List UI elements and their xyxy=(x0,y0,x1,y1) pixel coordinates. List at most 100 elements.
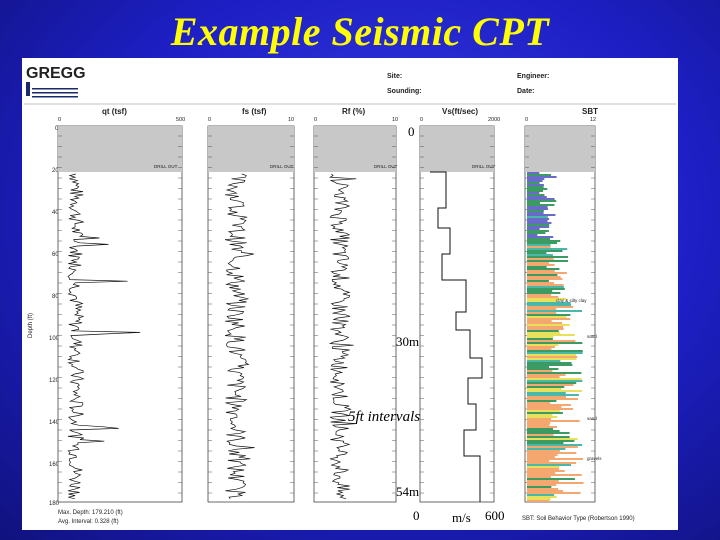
sbt-bar xyxy=(527,388,562,390)
sbt-bar xyxy=(527,228,540,230)
sbt-bar xyxy=(527,276,561,278)
sbt-bar xyxy=(527,398,578,400)
sbt-bar xyxy=(527,418,552,420)
sbt-bar xyxy=(527,344,559,346)
slide-title: Example Seismic CPT xyxy=(170,9,550,54)
sbt-bar xyxy=(527,282,554,284)
sbt-bar xyxy=(527,490,563,492)
sbt-bar xyxy=(527,356,578,358)
sbt-sand-label-2: sand xyxy=(587,416,597,421)
sbt-bar xyxy=(527,366,550,368)
depth-tick: 160 xyxy=(49,462,60,468)
depth-tick: 40 xyxy=(52,210,59,216)
sbt-bar xyxy=(527,292,561,294)
sbt-bar xyxy=(527,396,566,398)
sbt-bar xyxy=(527,308,557,310)
cpt-log-figure: GREGG Site: Sounding: Engineer: Date: qt… xyxy=(22,58,678,530)
sbt-bar xyxy=(527,450,560,452)
sbt-bar xyxy=(527,470,565,472)
sbt-bar xyxy=(527,322,563,324)
sbt-bar xyxy=(527,274,558,276)
sbt-bar xyxy=(527,442,564,444)
sbt-bar xyxy=(527,422,551,424)
sbt-bar xyxy=(527,456,555,458)
sbt-bar xyxy=(527,360,561,362)
sbt-bar xyxy=(527,204,555,206)
tracks-layer xyxy=(57,125,596,503)
sbt-bar xyxy=(527,494,555,496)
rf-drill-out-label: DRILL OUT xyxy=(374,164,398,169)
sbt-bar xyxy=(527,424,550,426)
sbt-bar xyxy=(527,374,566,376)
sbt-bar xyxy=(527,340,576,342)
sbt-bar xyxy=(527,296,559,298)
sbt-bar xyxy=(527,182,540,184)
sbt-bar xyxy=(527,482,584,484)
sbt-bar xyxy=(527,248,568,250)
sbt-bar xyxy=(527,328,564,330)
sbt-bar xyxy=(527,278,563,280)
sbt-bar xyxy=(527,224,550,226)
sbt-bar xyxy=(527,216,548,218)
rf-trace xyxy=(328,173,357,500)
sbt-bar xyxy=(527,488,559,490)
sbt-bar xyxy=(527,336,554,338)
sbt-bar xyxy=(527,350,583,352)
qt-drill-out-band xyxy=(58,126,182,172)
sbt-bar xyxy=(527,298,567,300)
sbt-bar xyxy=(527,196,547,198)
depth-tick: 180 xyxy=(49,501,60,507)
depth-54m-note: 54m xyxy=(396,484,420,499)
sbt-bar xyxy=(527,240,561,242)
sbt-bar xyxy=(527,348,552,350)
sbt-bar xyxy=(527,266,547,268)
qt-trace xyxy=(67,173,141,500)
sbt-bar xyxy=(527,384,574,386)
sbt-bar xyxy=(527,352,583,354)
depth-30m-note: 30m xyxy=(396,334,420,349)
qt-scale-min: 0 xyxy=(58,117,61,123)
sbt-bar xyxy=(527,452,577,454)
sbt-bar xyxy=(527,434,554,436)
intervals-note: 5ft intervals xyxy=(348,409,421,425)
sbt-bar xyxy=(527,436,570,438)
sbt-bar xyxy=(527,230,549,232)
vs-axis-unit-note: m/s xyxy=(452,510,471,525)
rf-scale-max: 10 xyxy=(392,117,398,123)
sbt-bar xyxy=(527,272,567,274)
header: GREGG Site: Sounding: Engineer: Date: xyxy=(24,62,676,105)
fs-drill-out-label: DRILL OUT xyxy=(270,164,294,169)
sbt-bar xyxy=(527,210,544,212)
sbt-bar xyxy=(527,190,544,192)
sbt-bar xyxy=(527,402,551,404)
sbt-bar xyxy=(527,428,554,430)
sbt-bar xyxy=(527,306,574,308)
sbt-bar xyxy=(527,304,572,306)
sbt-bar xyxy=(527,472,556,474)
fs-track-frame xyxy=(207,125,295,503)
depth-tick: 20 xyxy=(52,168,59,174)
sbt-bar xyxy=(527,258,554,260)
sbt-bar xyxy=(527,220,548,222)
sbt-bar xyxy=(527,294,552,296)
sbt-clay-label: clay & silty clay xyxy=(556,298,587,303)
sbt-track-title: SBT xyxy=(582,107,598,116)
sbt-bar xyxy=(527,198,555,200)
sbt-scale-min: 0 xyxy=(525,117,528,123)
sbt-bar xyxy=(527,358,577,360)
sbt-bar xyxy=(527,312,557,314)
sbt-bar xyxy=(527,496,557,498)
sbt-bar xyxy=(527,232,546,234)
sbt-bar xyxy=(527,330,559,332)
sbt-bar xyxy=(527,222,552,224)
sbt-bar xyxy=(527,238,551,240)
sbt-bar xyxy=(527,372,582,374)
depth-tick: 0 xyxy=(55,126,59,132)
sbt-bar xyxy=(527,380,583,382)
sbt-bar xyxy=(527,260,569,262)
date-label: Date: xyxy=(517,88,535,95)
sbt-bar xyxy=(527,256,568,258)
rf-track-title: Rf (%) xyxy=(342,107,365,116)
sbt-sand-label: sand xyxy=(587,334,597,339)
sbt-bar xyxy=(527,264,555,266)
